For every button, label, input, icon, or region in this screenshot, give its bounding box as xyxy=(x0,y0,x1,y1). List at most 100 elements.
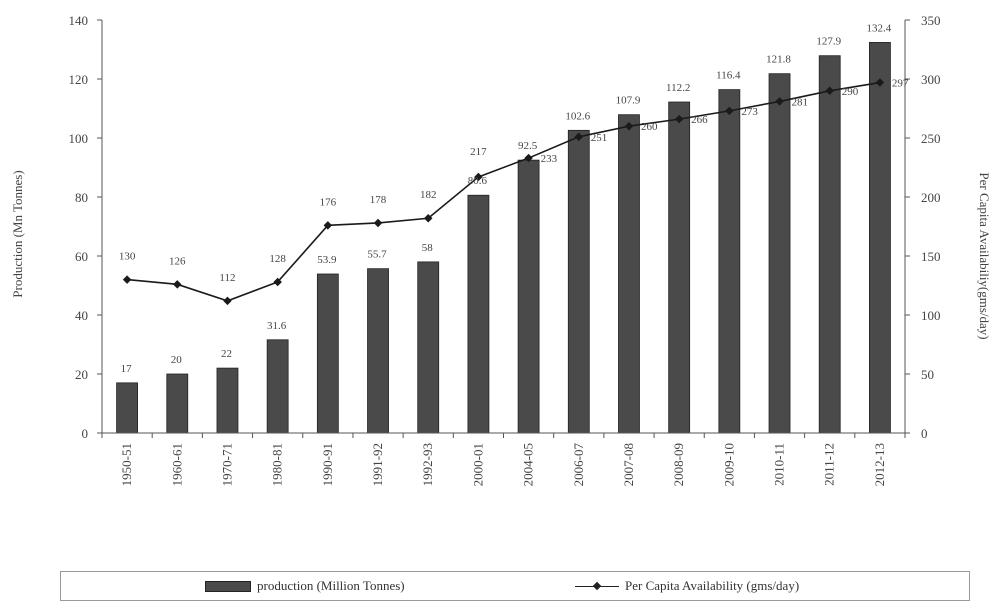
x-tick-label: 1992-93 xyxy=(420,443,435,486)
legend-label-per-capita: Per Capita Availability (gms/day) xyxy=(625,578,800,593)
x-tick-label: 1990-91 xyxy=(320,443,335,486)
per-capita-data-label: 176 xyxy=(320,196,337,208)
per-capita-marker xyxy=(423,213,433,223)
y2-tick-label: 250 xyxy=(921,131,941,146)
production-bar xyxy=(818,55,841,434)
production-bar xyxy=(567,129,590,434)
production-data-label: 132.4 xyxy=(867,22,892,34)
per-capita-marker xyxy=(323,221,333,230)
per-capita-marker xyxy=(273,277,282,287)
labels-group: 17 20 22 31.6 53.9 55.7 58 80.6 92.5 102.6 107.9 11… xyxy=(119,22,909,374)
per-capita-marker xyxy=(223,296,232,306)
y2-tick-label: 150 xyxy=(921,249,941,264)
production-bar xyxy=(467,194,490,434)
per-capita-data-label: 112 xyxy=(219,272,235,284)
per-capita-marker xyxy=(122,275,132,284)
y2-tick-label: 100 xyxy=(921,308,941,323)
per-capita-data-label: 266 xyxy=(691,114,708,126)
y-tick-label: 40 xyxy=(75,308,88,323)
production-data-label: 53.9 xyxy=(317,254,337,266)
x-tick-label: 1970-71 xyxy=(219,443,234,486)
production-data-label: 116.4 xyxy=(716,70,741,82)
x-tick-label: 1960-61 xyxy=(169,443,184,486)
y-tick-label: 100 xyxy=(69,131,89,146)
legend-label-production: production (Million Tonnes) xyxy=(257,578,405,593)
y2-tick-label: 300 xyxy=(921,72,941,87)
per-capita-marker xyxy=(173,280,182,289)
per-capita-data-label: 260 xyxy=(641,121,658,133)
y-tick-label: 80 xyxy=(75,190,88,205)
y-tick-label: 20 xyxy=(75,367,88,382)
production-data-label: 92.5 xyxy=(518,140,538,152)
production-data-label: 17 xyxy=(121,363,133,375)
y2-axis-title: Per Capita Availabiliy(gms/day) xyxy=(977,172,992,339)
per-capita-data-label: 251 xyxy=(591,132,608,144)
line-group xyxy=(122,78,885,306)
x-tick-label: 2010-11 xyxy=(772,443,787,486)
per-capita-data-label: 233 xyxy=(541,153,558,165)
per-capita-data-label: 281 xyxy=(792,96,809,108)
y2-tick-label: 0 xyxy=(921,426,928,441)
x-tick-label: 1950-51 xyxy=(119,443,134,486)
production-bar xyxy=(367,268,389,434)
production-data-label: 22 xyxy=(221,348,232,360)
y-tick-label: 60 xyxy=(75,249,88,264)
per-capita-data-label: 217 xyxy=(470,146,487,158)
bars-group xyxy=(116,42,891,434)
production-data-label: 127.9 xyxy=(816,36,841,48)
per-capita-data-label: 297 xyxy=(892,78,909,90)
production-bar xyxy=(266,339,289,434)
production-data-label: 31.6 xyxy=(267,320,287,332)
x-tick-label: 1991-92 xyxy=(370,443,385,486)
y-tick-label: 0 xyxy=(82,426,89,441)
x-tick-label: 1980-81 xyxy=(270,443,285,486)
legend-line-swatch xyxy=(575,582,619,591)
per-capita-data-label: 128 xyxy=(269,253,286,265)
axes-group: 0 20 40 60 80 100 120 140 0 50 100 150 200 250 300 350 1… xyxy=(69,13,941,486)
x-tick-label: 2006-07 xyxy=(571,443,586,487)
per-capita-marker xyxy=(373,218,383,228)
per-capita-data-label: 130 xyxy=(119,251,136,263)
x-tick-label: 2011-12 xyxy=(822,443,837,486)
production-data-label: 121.8 xyxy=(766,54,791,66)
per-capita-data-label: 290 xyxy=(842,86,859,98)
production-bar xyxy=(668,101,691,434)
legend-bar-swatch xyxy=(205,580,251,592)
per-capita-marker xyxy=(474,172,483,182)
production-bar xyxy=(718,89,741,434)
legend: production (Million Tonnes) Per Capita A… xyxy=(60,571,970,601)
production-bar xyxy=(166,373,189,434)
production-bar xyxy=(216,367,239,434)
production-bar xyxy=(768,73,791,434)
x-tick-label: 2007-08 xyxy=(621,443,636,486)
production-data-label: 20 xyxy=(171,354,183,366)
y-tick-label: 120 xyxy=(69,72,89,87)
y2-tick-label: 200 xyxy=(921,190,941,205)
production-data-label: 107.9 xyxy=(616,95,641,107)
production-bar xyxy=(869,42,891,434)
legend-item-per-capita: Per Capita Availability (gms/day) xyxy=(575,578,799,594)
per-capita-data-label: 273 xyxy=(741,106,758,118)
production-data-label: 55.7 xyxy=(367,249,387,261)
x-tick-label: 2012-13 xyxy=(872,443,887,486)
x-tick-label: 2004-05 xyxy=(521,443,536,486)
production-bar xyxy=(116,382,138,434)
production-bar xyxy=(417,261,440,434)
production-data-label: 102.6 xyxy=(565,110,590,122)
legend-item-production: production (Million Tonnes) xyxy=(205,578,405,594)
per-capita-line xyxy=(127,81,881,302)
y2-tick-label: 50 xyxy=(921,367,934,382)
production-data-label: 80.6 xyxy=(468,175,488,187)
production-data-label: 58 xyxy=(422,242,434,254)
per-capita-data-label: 182 xyxy=(420,189,437,201)
y-tick-label: 140 xyxy=(69,13,89,28)
per-capita-data-label: 126 xyxy=(169,255,186,267)
production-bar xyxy=(618,114,640,434)
x-tick-label: 2000-01 xyxy=(470,443,485,486)
chart: 0 20 40 60 80 100 120 140 0 50 100 150 200 250 300 350 1… xyxy=(10,13,992,486)
production-bar xyxy=(316,273,339,434)
y2-tick-label: 350 xyxy=(921,13,941,28)
production-data-label: 112.2 xyxy=(666,82,690,94)
production-bar xyxy=(517,159,540,434)
y-axis-title: Production (Mn Tonnes) xyxy=(10,170,25,297)
